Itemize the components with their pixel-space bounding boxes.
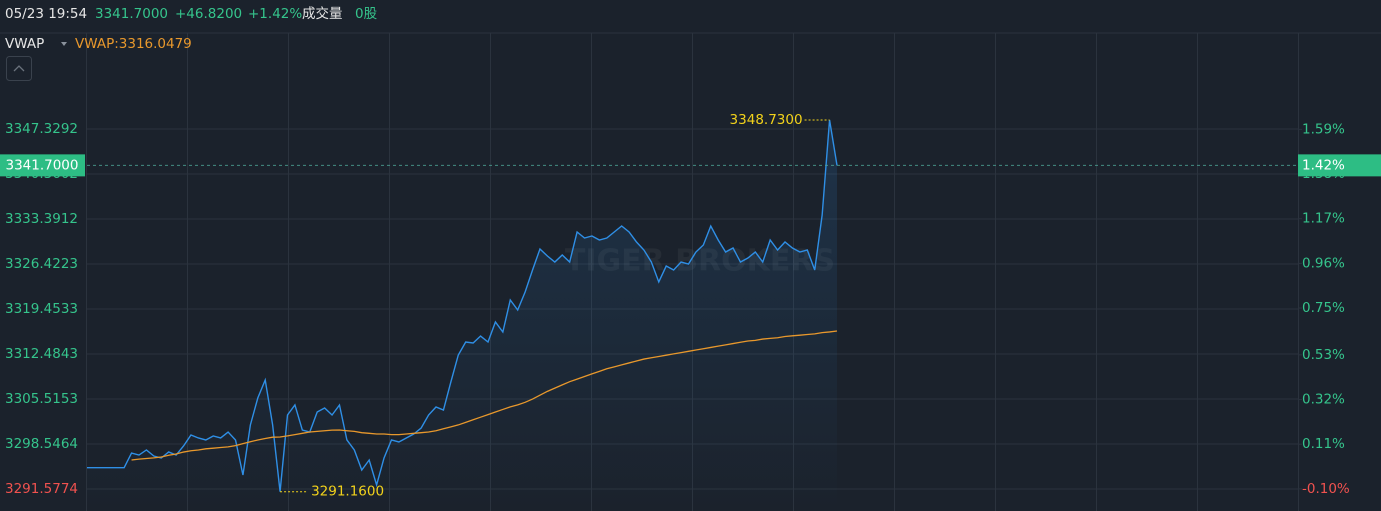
- y-tick-label: 3312.4843: [5, 346, 78, 362]
- vwap-line: [131, 330, 838, 461]
- price-line: [87, 119, 838, 492]
- header-change: +46.8200: [175, 6, 242, 22]
- header-last: 3341.7000: [95, 6, 168, 22]
- last-pct-tag-label: 1.42%: [1302, 157, 1345, 173]
- y-tick-label: 3333.3912: [5, 211, 78, 227]
- collapse-button[interactable]: [6, 56, 32, 81]
- dropdown-arrow[interactable]: [61, 42, 67, 46]
- y2-tick-label: 1.17%: [1302, 211, 1345, 227]
- header-volume: 0股: [355, 6, 378, 22]
- last-price-tag-label: 3341.7000: [5, 157, 78, 173]
- y-tick-label: 3319.4533: [5, 301, 78, 317]
- y-tick-label: 3305.5153: [5, 391, 78, 407]
- header-volume-label: 成交量: [302, 5, 343, 22]
- y2-tick-label: 0.75%: [1302, 300, 1345, 316]
- min-label: 3291.1600: [311, 484, 384, 500]
- y-tick-label: 3347.3292: [5, 121, 78, 137]
- collapse-icon: [13, 65, 25, 72]
- price-area: [87, 119, 837, 511]
- indicator-select[interactable]: VWAP: [5, 36, 44, 52]
- y-tick-label: 3298.5464: [5, 436, 78, 452]
- max-label: 3348.7300: [730, 112, 803, 128]
- y2-tick-label: 1.59%: [1302, 121, 1345, 137]
- y-tick-label: 3291.5774: [5, 481, 78, 497]
- y2-tick-label: -0.10%: [1302, 481, 1350, 497]
- last-pct-tag: [1298, 154, 1381, 177]
- header-time: 05/23 19:54: [5, 6, 87, 22]
- y-tick-label: 3326.4223: [5, 256, 78, 272]
- y2-tick-label: 0.96%: [1302, 255, 1345, 271]
- y2-tick-label: 0.11%: [1302, 436, 1345, 452]
- indicator-value: VWAP:3316.0479: [75, 36, 192, 52]
- y2-tick-label: 0.32%: [1302, 392, 1345, 408]
- y2-tick-label: 0.53%: [1302, 347, 1345, 363]
- header-change-pct: +1.42%: [248, 6, 302, 22]
- last-price-tag: [0, 154, 85, 177]
